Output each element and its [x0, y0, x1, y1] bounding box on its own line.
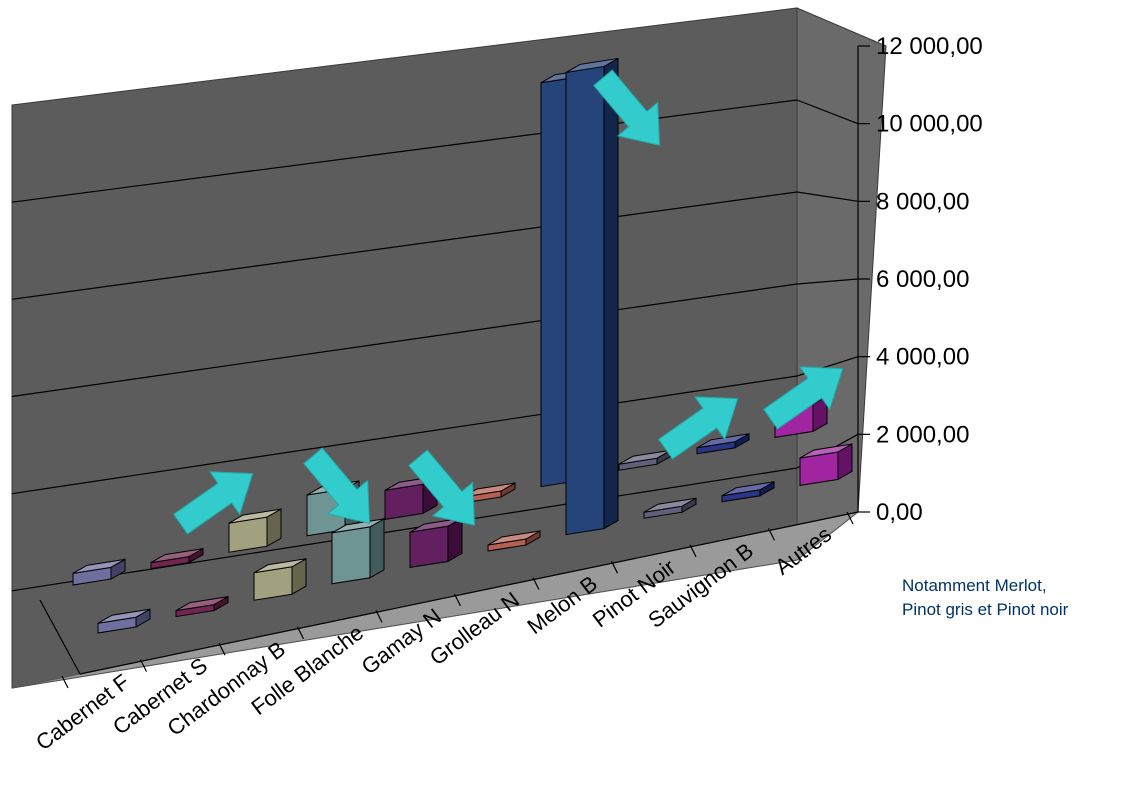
annotation-line-2: Pinot gris et Pinot noir	[902, 598, 1138, 622]
bar-side	[370, 519, 384, 578]
y-tick-label: 6 000,00	[876, 266, 969, 293]
y-tick-label: 2 000,00	[876, 421, 969, 448]
bar-face	[566, 66, 604, 534]
annotation-note: Notamment Merlot, Pinot gris et Pinot no…	[902, 574, 1138, 622]
bar-face	[410, 526, 448, 567]
y-tick-label: 10 000,00	[876, 111, 983, 138]
y-tick-label: 0,00	[876, 499, 923, 526]
y-tick-label: 4 000,00	[876, 344, 969, 371]
bar-melon-b	[566, 58, 618, 534]
y-tick-label: 8 000,00	[876, 188, 969, 215]
bar-folle-blanche	[332, 519, 384, 584]
annotation-line-1: Notamment Merlot,	[902, 574, 1138, 598]
bar-face	[332, 527, 370, 584]
bar-side	[604, 58, 618, 528]
y-tick-label: 12 000,00	[876, 33, 983, 60]
